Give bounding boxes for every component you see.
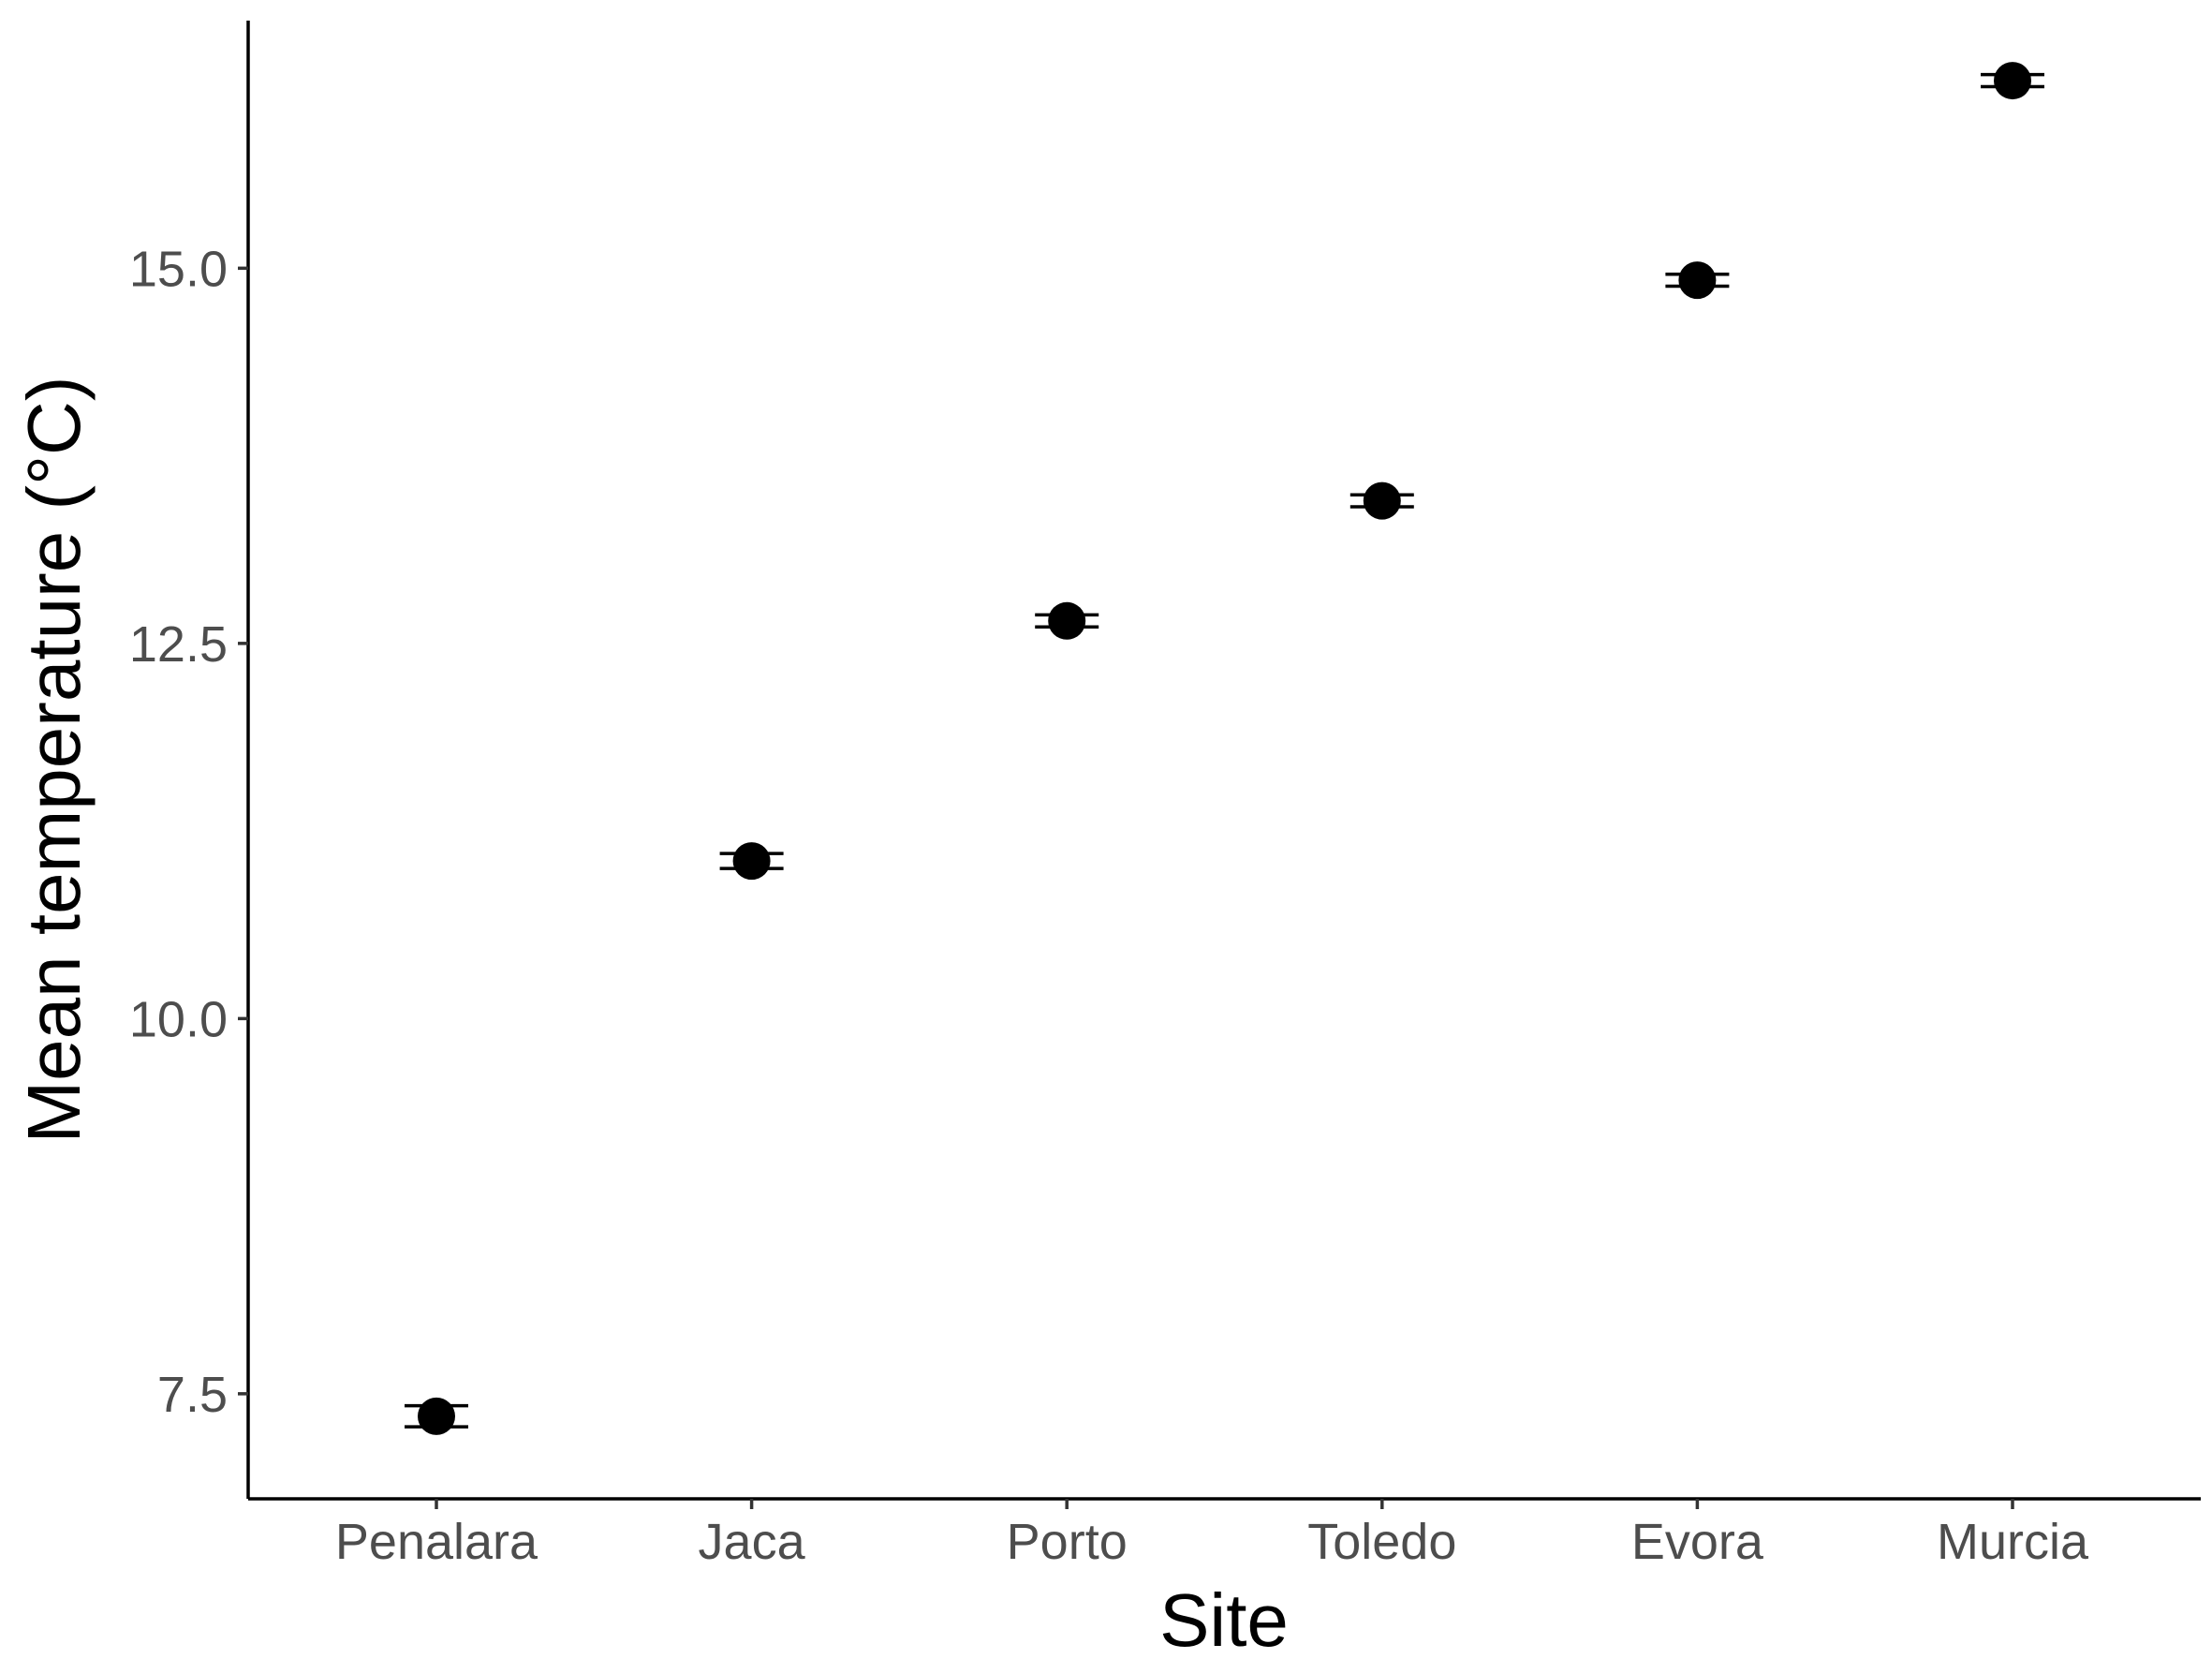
y-axis-title: Mean temperature (°C) [12, 377, 96, 1144]
y-axis-ticks: 7.5 10.0 12.5 15.0 [129, 241, 248, 1423]
data-point [1994, 62, 2031, 100]
plot-area [405, 62, 2044, 1435]
data-point [1363, 481, 1401, 520]
x-tick-label: Jaca [699, 1514, 806, 1570]
x-tick-label: Murcia [1937, 1514, 2089, 1570]
x-axis-title: Site [1159, 1578, 1289, 1659]
x-axis-ticks: Penalara Jaca Porto Toledo Evora Murcia [335, 1499, 2089, 1570]
data-point-group [1349, 481, 1414, 520]
y-tick-label: 7.5 [157, 1367, 228, 1423]
data-point [1048, 601, 1086, 640]
data-point-group [1665, 261, 1730, 300]
data-point-group [1981, 62, 2044, 100]
y-tick-label: 10.0 [129, 991, 228, 1047]
x-tick-label: Porto [1007, 1514, 1128, 1570]
data-point [732, 842, 771, 881]
x-tick-label: Toledo [1307, 1514, 1456, 1570]
y-tick-label: 15.0 [129, 241, 228, 297]
x-tick-label: Penalara [335, 1514, 538, 1570]
data-point [1678, 261, 1717, 300]
y-tick-label: 12.5 [129, 616, 228, 673]
data-point [418, 1397, 455, 1435]
x-tick-label: Evora [1631, 1514, 1764, 1570]
data-point-group [719, 842, 784, 881]
data-point-group [1035, 601, 1099, 640]
data-point-group [405, 1397, 468, 1435]
